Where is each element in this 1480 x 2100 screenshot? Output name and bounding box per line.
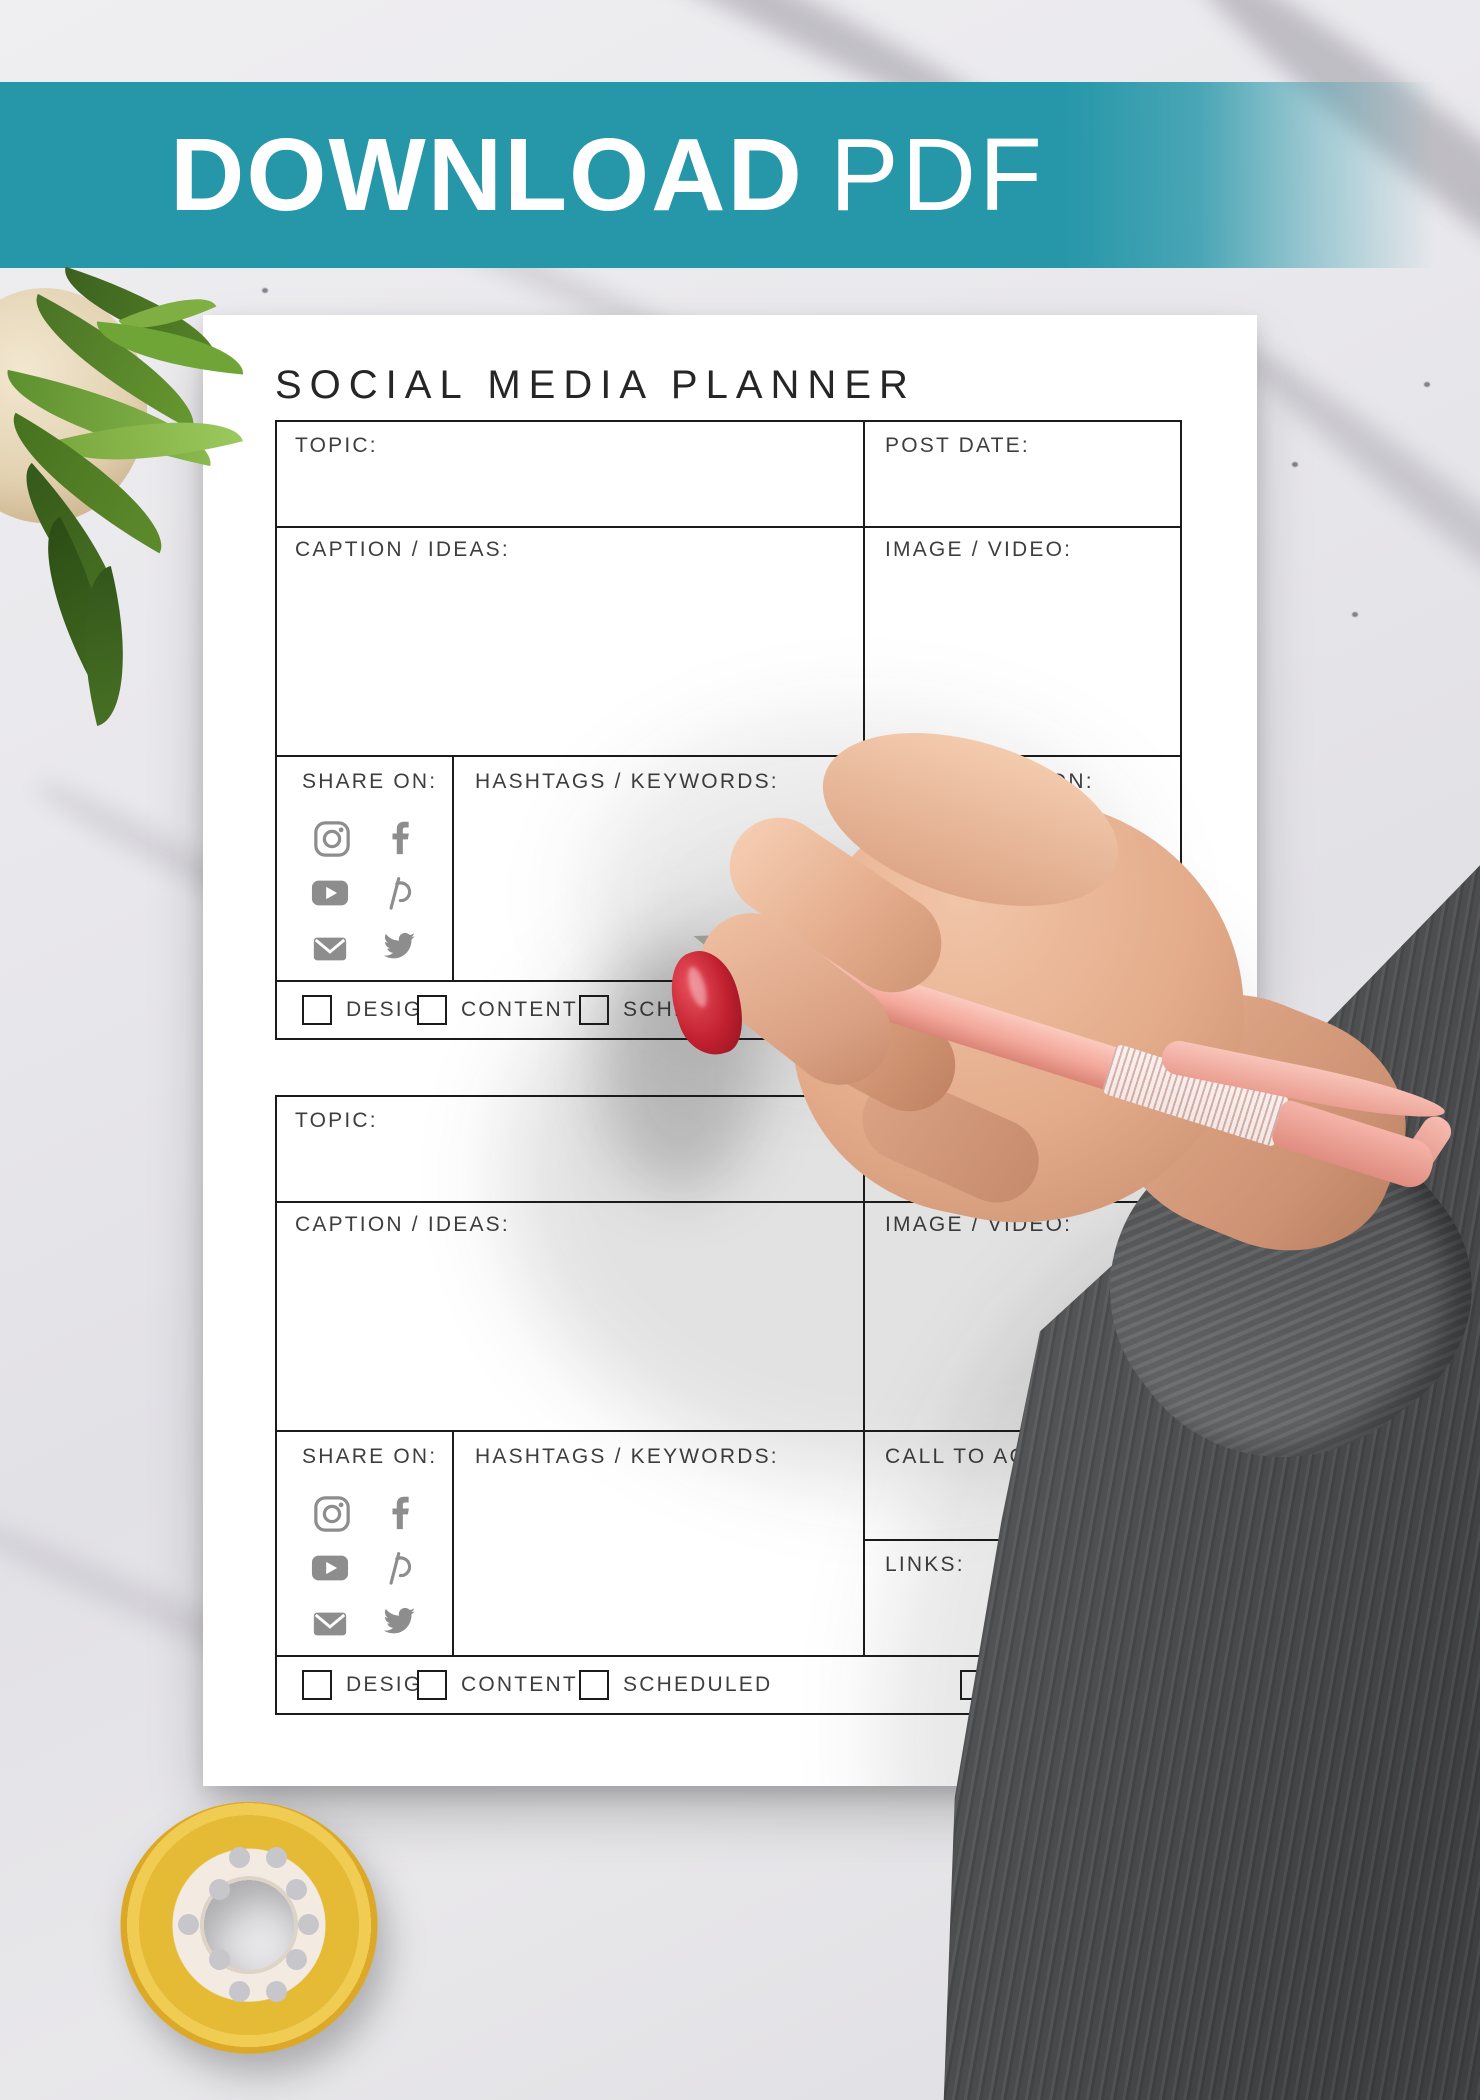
topic-label: TOPIC: (295, 1109, 378, 1132)
planner-section-2: TOPIC: POST DATE: CAPTION / IDEAS: IMAGE… (275, 1095, 1182, 1715)
hashtags-keywords-label: HASHTAGS / KEYWORDS: (475, 770, 779, 793)
plant-leaf (15, 293, 215, 431)
download-pdf-banner[interactable]: DOWNLOAD PDF (0, 82, 1480, 268)
planner-grid: TOPIC: POST DATE: CAPTION / IDEAS: IMAGE… (275, 420, 1182, 982)
youtube-icon (311, 874, 349, 912)
tape-roll (118, 1802, 380, 2064)
topic-label: TOPIC: (295, 434, 378, 457)
share-on-label: SHARE ON: (302, 1445, 438, 1468)
checkbox-scheduled: SCHEDULED (579, 1670, 772, 1700)
pinterest-icon (383, 1547, 421, 1585)
checkbox-published: PUBLISHED (960, 1670, 1143, 1700)
instagram-icon (313, 820, 351, 858)
call-to-action-label: CALL TO ACTION: (885, 770, 1094, 793)
status-checkbox-row: DESIGN CONTENT SCHEDULED PUBLISHED (275, 980, 1182, 1040)
plant-leaf (15, 516, 137, 684)
marble-speck (1424, 382, 1430, 387)
tape-hole (229, 1847, 250, 1868)
image-video-label: IMAGE / VIDEO: (885, 538, 1073, 561)
twitter-icon (379, 1602, 417, 1640)
checkbox-content: CONTENT (417, 1670, 578, 1700)
tape-hole (266, 1847, 287, 1868)
links-label: LINKS: (885, 1553, 965, 1576)
pen-clip-hook (1400, 1111, 1457, 1175)
plant-leaf (52, 266, 228, 360)
marble-speck (1352, 612, 1358, 617)
page-title: SOCIAL MEDIA PLANNER (275, 363, 916, 407)
download-pdf-label: DOWNLOAD PDF (170, 82, 1045, 268)
youtube-icon (311, 1549, 349, 1587)
image-video-label: IMAGE / VIDEO: (885, 1213, 1073, 1236)
checkbox-square (417, 1670, 447, 1700)
tape-hole (298, 1914, 319, 1935)
plant-leaf (60, 565, 148, 727)
tape-hole (209, 1949, 230, 1970)
checkbox-scheduled: SCHEDULED (579, 995, 772, 1025)
twitter-icon (379, 927, 417, 965)
post-date-label: POST DATE: (885, 1109, 1030, 1132)
planner-section-1: TOPIC: POST DATE: CAPTION / IDEAS: IMAGE… (275, 420, 1182, 1040)
checkbox-square (579, 1670, 609, 1700)
planner-page: SOCIAL MEDIA PLANNER TOPIC: POST DATE: C… (203, 315, 1257, 1786)
share-on-label: SHARE ON: (302, 770, 438, 793)
instagram-icon (313, 1495, 351, 1533)
tape-hole (286, 1949, 307, 1970)
pen-tail (1269, 1098, 1439, 1193)
tape-hole (178, 1914, 199, 1935)
checkbox-square (960, 1670, 990, 1700)
marble-speck (262, 288, 268, 293)
plant-leaf (0, 369, 222, 467)
download-word: DOWNLOAD (170, 117, 804, 232)
tape-ring (118, 1802, 380, 2064)
checkbox-content: CONTENT (417, 995, 578, 1025)
pdf-word: PDF (829, 117, 1045, 232)
call-to-action-label: CALL TO ACTION: (885, 1445, 1094, 1468)
plant-leaf (0, 462, 149, 626)
checkbox-square (417, 995, 447, 1025)
tape-hole (229, 1981, 250, 2002)
post-date-label: POST DATE: (885, 434, 1030, 457)
pinterest-icon (383, 872, 421, 910)
caption-ideas-label: CAPTION / IDEAS: (295, 1213, 510, 1236)
plant-leaf (0, 412, 185, 554)
status-checkbox-row: DESIGN CONTENT SCHEDULED PUBLISHED (275, 1655, 1182, 1715)
email-icon (311, 930, 349, 968)
plant-pot (0, 288, 147, 523)
checkbox-design: DESIGN (302, 1670, 440, 1700)
email-icon (311, 1605, 349, 1643)
hashtags-keywords-label: HASHTAGS / KEYWORDS: (475, 1445, 779, 1468)
marble-speck (1292, 462, 1298, 467)
facebook-icon (383, 1493, 421, 1531)
tape-hole (286, 1879, 307, 1900)
checkbox-square (302, 995, 332, 1025)
facebook-icon (383, 818, 421, 856)
checkbox-published: PUBLISHED (960, 995, 1143, 1025)
caption-ideas-label: CAPTION / IDEAS: (295, 538, 510, 561)
plant-leaf (118, 281, 217, 346)
checkbox-design: DESIGN (302, 995, 440, 1025)
checkbox-square (579, 995, 609, 1025)
checkbox-square (302, 1670, 332, 1700)
marble-vein (1231, 334, 1480, 752)
planner-grid: TOPIC: POST DATE: CAPTION / IDEAS: IMAGE… (275, 1095, 1182, 1657)
links-label: LINKS: (885, 878, 965, 901)
checkbox-square (960, 995, 990, 1025)
tape-hole (209, 1879, 230, 1900)
tape-hole (266, 1981, 287, 2002)
